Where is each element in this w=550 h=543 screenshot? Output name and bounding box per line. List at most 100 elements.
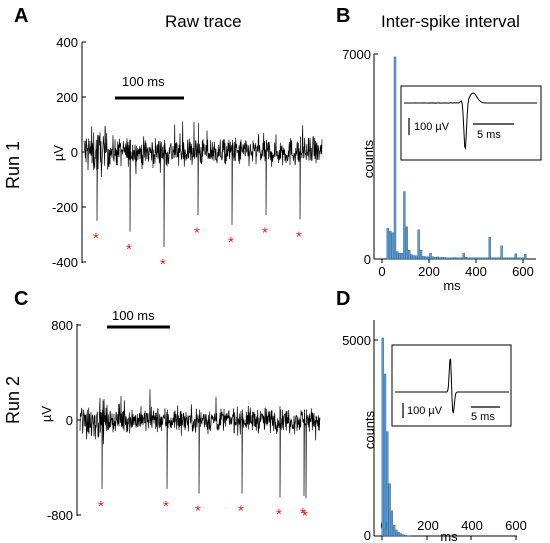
panel-b-bar bbox=[514, 253, 517, 260]
panel-b-bar bbox=[521, 257, 525, 260]
panel-a-spike-marker: * bbox=[93, 230, 99, 247]
panel-b-bar bbox=[403, 191, 406, 260]
panel-c-ytick: 800 bbox=[51, 318, 73, 333]
panel-d-ytick: 5000 bbox=[342, 333, 371, 348]
panel-b-bar bbox=[419, 249, 423, 260]
panel-d-bar bbox=[395, 529, 398, 537]
panel-a-spike-marker: * bbox=[296, 228, 302, 245]
panel-b-bar bbox=[455, 257, 458, 260]
panel-c-spike-markers: * * * * * ** bbox=[98, 498, 308, 525]
panel-b-bar bbox=[493, 257, 496, 260]
panel-a-ytick: 0 bbox=[71, 145, 78, 160]
panel-d-bar bbox=[393, 525, 396, 537]
panel-d-histogram bbox=[381, 337, 412, 537]
panel-d-xtick: 400 bbox=[461, 518, 483, 533]
panel-a-y-axis: 400 200 0 -200 -400 bbox=[52, 35, 86, 270]
panel-b-histogram bbox=[386, 56, 527, 260]
panel-b-bar bbox=[398, 252, 401, 260]
panel-a-spike-marker: * bbox=[228, 234, 234, 251]
panel-b-bar bbox=[509, 257, 513, 260]
panel-d-y-label: counts bbox=[362, 410, 377, 449]
panel-d-inset: 100 µV 5 ms bbox=[391, 344, 512, 427]
panel-b-bar bbox=[495, 257, 498, 260]
panel-d-x-label: ms bbox=[440, 529, 458, 543]
panel-b-bar bbox=[389, 230, 392, 260]
panel-d-xtick: 600 bbox=[505, 518, 527, 533]
panel-b-bar bbox=[417, 229, 420, 260]
panel-b-bar bbox=[469, 257, 472, 260]
panel-b-x-label: ms bbox=[443, 278, 461, 293]
panel-c-raw-trace bbox=[79, 389, 321, 499]
panel-b-bar bbox=[438, 257, 442, 260]
panel-b-bar bbox=[502, 257, 506, 260]
panel-b-bar bbox=[386, 228, 389, 260]
panel-d-bar bbox=[404, 535, 407, 537]
panel-c-spike-marker: * bbox=[98, 498, 104, 515]
panel-d-bar bbox=[386, 431, 389, 537]
panel-a-spike-marker: * bbox=[262, 224, 268, 241]
panel-letter-d: D bbox=[336, 288, 350, 310]
panel-c-spike-marker: * bbox=[238, 503, 244, 520]
panel-b-ytick: 7000 bbox=[342, 47, 371, 62]
panel-c-y-axis: 800 0 -800 bbox=[47, 318, 81, 523]
panel-b-bar bbox=[488, 236, 491, 260]
panel-a-ytick: -200 bbox=[52, 200, 78, 215]
panel-b-ytick: 0 bbox=[364, 252, 371, 267]
panel-a-scalebar-label: 100 ms bbox=[122, 74, 165, 89]
panel-a-spike-marker: * bbox=[194, 224, 200, 241]
panel-c-spike-marker: * bbox=[276, 506, 282, 523]
panel-c-spike-marker: * bbox=[302, 507, 308, 524]
panel-letter-c: C bbox=[14, 288, 28, 310]
panel-b-xtick: 600 bbox=[512, 264, 534, 279]
panel-b-bar bbox=[391, 232, 394, 260]
panel-b-bar bbox=[460, 257, 463, 260]
panel-b-bar bbox=[429, 252, 432, 260]
panel-b-bar bbox=[486, 257, 489, 260]
panel-b-bar bbox=[408, 249, 411, 260]
panel-b-bar bbox=[448, 257, 451, 260]
panel-b-bar bbox=[412, 255, 416, 260]
panel-b-inset-waveform bbox=[404, 92, 537, 150]
panel-b-bar bbox=[462, 252, 465, 260]
panel-b-bar bbox=[453, 257, 456, 260]
panel-d-bar bbox=[399, 533, 403, 537]
panel-b-xtick: 400 bbox=[465, 264, 487, 279]
panel-b-bar bbox=[393, 56, 397, 260]
panel-a-spike-markers: * * * * * * * bbox=[93, 224, 302, 273]
panel-b-bar bbox=[400, 252, 404, 260]
panel-b-bar bbox=[405, 226, 408, 260]
panel-b-xtick: 0 bbox=[378, 264, 385, 279]
panel-letter-a: A bbox=[14, 5, 28, 27]
row-label-run-2: Run 2 bbox=[3, 376, 23, 424]
panel-b-bar bbox=[426, 256, 430, 260]
panel-b-bar bbox=[410, 254, 413, 260]
panel-b-xtick: 200 bbox=[418, 264, 440, 279]
panel-b-bar bbox=[500, 245, 503, 260]
panel-b-bar bbox=[474, 257, 477, 260]
panel-b-bar bbox=[396, 251, 399, 260]
panel-d-ytick: 0 bbox=[364, 528, 371, 543]
panel-d-inset-voltage-scale: 100 µV bbox=[407, 405, 443, 417]
panel-b-bar bbox=[464, 257, 468, 260]
panel-b-inset-voltage-scale: 100 µV bbox=[414, 121, 450, 133]
panel-b-bar bbox=[431, 256, 435, 260]
panel-a-raw-trace bbox=[83, 121, 323, 247]
panel-a-spike-marker: * bbox=[160, 256, 166, 273]
panel-b-bar bbox=[436, 256, 439, 260]
panel-a-scalebar: 100 ms bbox=[115, 74, 184, 100]
panel-d-inset-waveform bbox=[395, 358, 509, 414]
panel-b-bar bbox=[483, 257, 487, 260]
panel-b-bar bbox=[507, 257, 510, 260]
panel-b-bar bbox=[424, 256, 427, 260]
panel-b-bar bbox=[490, 257, 494, 260]
panel-c-ytick: -800 bbox=[47, 508, 73, 523]
panel-b-bar bbox=[441, 257, 444, 260]
panel-b-bar bbox=[471, 257, 475, 260]
panel-c-ytick: 0 bbox=[66, 413, 73, 428]
panel-a-ytick: 200 bbox=[56, 90, 78, 105]
panel-d-bar bbox=[402, 534, 405, 537]
panel-b-bar bbox=[476, 257, 480, 260]
panel-a-spike-marker: * bbox=[126, 241, 132, 258]
panel-b-bar bbox=[524, 254, 527, 260]
